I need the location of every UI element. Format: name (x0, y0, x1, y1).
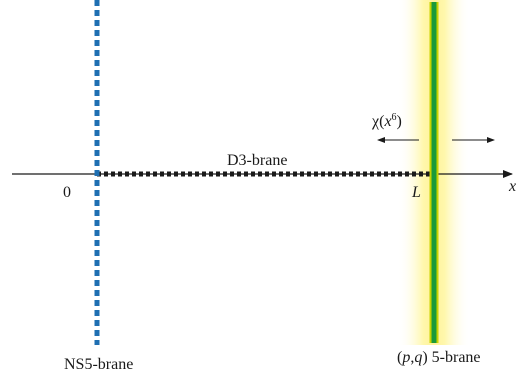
length-label: L (411, 184, 421, 201)
chi-close: ) (397, 113, 402, 130)
chi-arg-exp: 6 (392, 112, 397, 123)
ns5-brane-label: NS5-brane (64, 356, 133, 373)
pq-p: p (401, 349, 410, 366)
pq-comma: , (410, 349, 414, 366)
origin-label: 0 (63, 184, 71, 201)
axis-label: x (508, 178, 516, 195)
pq-q: q (414, 349, 422, 366)
pq-brane-label: (p,q) 5-brane (397, 349, 481, 366)
chi-symbol: χ( (371, 113, 384, 130)
pq-paren-open: ( (397, 349, 402, 366)
chi-label: χ(x6) (371, 112, 402, 130)
chi-arg-base: x (383, 113, 391, 130)
d3-brane-label: D3-brane (227, 152, 287, 169)
pq-rest: ) 5-brane (422, 349, 480, 366)
